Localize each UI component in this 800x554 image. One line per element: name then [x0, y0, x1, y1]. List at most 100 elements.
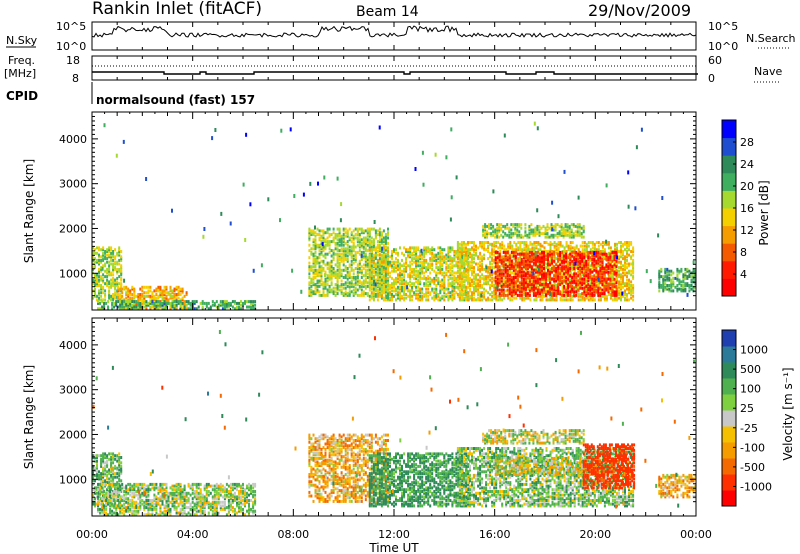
heatmap-cell: [352, 288, 355, 292]
heatmap-cell: [512, 268, 515, 272]
heatmap-cell: [429, 248, 432, 252]
heatmap-cell: [553, 284, 556, 288]
heatmap-cell: [94, 287, 96, 291]
heatmap-cell: [630, 287, 633, 291]
heatmap-cell: [350, 281, 353, 285]
heatmap-cell: [435, 278, 438, 282]
heatmap-cell: [413, 257, 416, 261]
heatmap-cell: [471, 253, 473, 257]
heatmap-cell: [116, 271, 119, 275]
heatmap-cell: [493, 253, 496, 257]
heatmap-cell: [380, 266, 383, 270]
heatmap-cell: [175, 303, 178, 307]
heatmap-cell: [632, 253, 635, 257]
heatmap-cell: [624, 260, 626, 264]
heatmap-cell: [521, 296, 524, 300]
heatmap-cell: [419, 260, 422, 264]
heatmap-cell: [575, 276, 578, 279]
heatmap-cell: [587, 244, 590, 248]
heatmap-cell: [453, 287, 456, 291]
heatmap-cell: [509, 241, 512, 244]
heatmap-cell: [581, 256, 584, 260]
heatmap-cell: [322, 254, 325, 258]
heatmap-cell: [467, 278, 469, 282]
heatmap-cell: [360, 265, 363, 269]
heatmap-cell: [209, 305, 212, 309]
heatmap-cell: [393, 285, 395, 289]
heatmap-cell: [555, 298, 558, 302]
heatmap-cell: [370, 281, 373, 285]
heatmap-cell: [518, 252, 521, 256]
heatmap-cell: [555, 293, 558, 297]
heatmap-cell: [149, 305, 152, 309]
heatmap-cell: [362, 283, 365, 287]
heatmap-cell: [624, 241, 626, 244]
heatmap-cell: [378, 240, 381, 244]
heatmap-cell: [458, 275, 461, 279]
heatmap-cell: [514, 226, 517, 230]
heatmap-cell: [161, 307, 164, 311]
heatmap-cell: [330, 240, 333, 244]
heatmap-cell: [467, 255, 470, 259]
heatmap-cell: [348, 252, 351, 256]
heatmap-cell: [458, 289, 461, 293]
heatmap-cell: [354, 233, 357, 236]
heatmap-cell: [507, 296, 510, 300]
heatmap-cell: [473, 260, 475, 264]
heatmap-cell: [99, 301, 101, 305]
heatmap-cell: [340, 256, 343, 260]
heatmap-cell: [469, 289, 471, 293]
heatmap-cell: [121, 305, 124, 309]
heatmap-cell: [607, 288, 610, 292]
heatmap-cell: [481, 244, 484, 248]
heatmap-cell: [514, 232, 517, 236]
heatmap-cell: [119, 300, 122, 304]
heatmap-cell: [605, 252, 608, 256]
heatmap-cell: [511, 246, 514, 250]
heatmap-cell: [227, 301, 230, 305]
heatmap-cell: [121, 298, 124, 302]
heatmap-cell: [447, 296, 450, 300]
heatmap-cell: [342, 249, 345, 253]
heatmap-cell: [435, 289, 438, 293]
heatmap-cell: [601, 267, 604, 270]
heatmap-cell: [133, 294, 136, 298]
heatmap-cell: [618, 293, 620, 296]
heatmap-cell: [374, 293, 377, 296]
heatmap-cell: [481, 298, 484, 302]
heatmap-cell: [599, 256, 602, 260]
heatmap-cell: [141, 285, 144, 289]
heatmap-cell: [613, 277, 616, 281]
heatmap-cell: [571, 264, 574, 268]
heatmap-cell: [532, 228, 535, 232]
heatmap-cell: [630, 262, 633, 266]
heatmap-cell: [316, 274, 319, 278]
heatmap-cell: [611, 290, 614, 294]
heatmap-cell: [620, 287, 622, 291]
heatmap-cell: [104, 289, 107, 293]
heatmap-cell: [395, 269, 397, 273]
heatmap-cell: [352, 258, 355, 261]
heatmap-cell: [511, 255, 514, 259]
heatmap-cell: [225, 301, 228, 305]
heatmap-cell: [437, 294, 440, 298]
heatmap-cell: [587, 286, 590, 290]
heatmap-cell: [435, 273, 438, 277]
heatmap-cell: [530, 283, 533, 287]
heatmap-cell: [223, 300, 226, 304]
heatmap-cell: [496, 277, 499, 281]
heatmap-cell: [496, 281, 499, 285]
heatmap-cell: [352, 247, 355, 251]
heatmap-cell: [425, 248, 428, 252]
heatmap-cell: [463, 253, 465, 257]
heatmap-cell: [520, 258, 523, 261]
heatmap-cell: [413, 293, 416, 296]
heatmap-cell: [100, 269, 103, 273]
heatmap-cell: [417, 289, 420, 293]
heatmap-cell: [615, 268, 618, 272]
heatmap-cell: [326, 241, 329, 245]
heatmap-cell: [346, 284, 349, 288]
heatmap-cell: [129, 298, 132, 302]
heatmap-cell: [469, 248, 471, 252]
heatmap-cell: [573, 290, 576, 294]
